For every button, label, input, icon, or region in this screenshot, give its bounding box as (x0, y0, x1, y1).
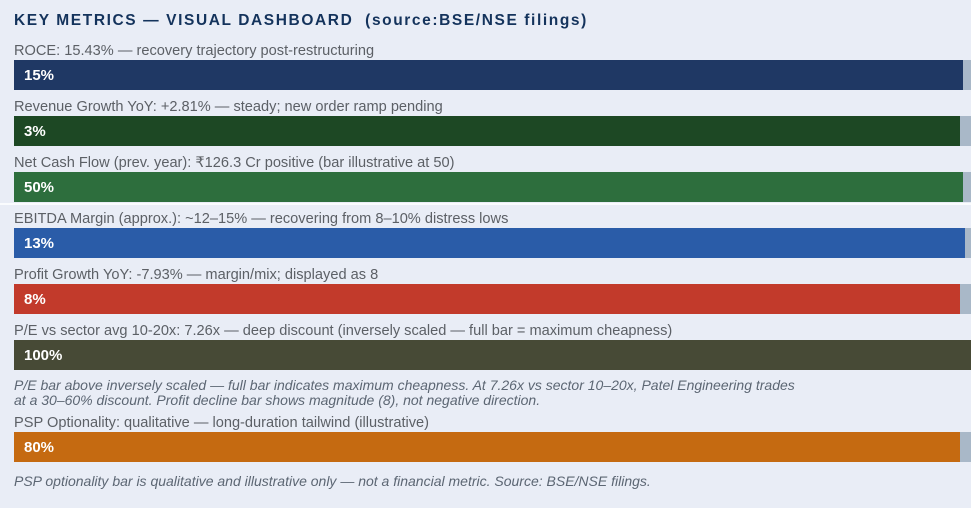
metric-label: Net Cash Flow (prev. year): ₹126.3 Cr po… (14, 155, 455, 171)
metric-bar: 15% (14, 60, 964, 90)
metric-row: ROCE: 15.43% — recovery trajectory post-… (14, 42, 971, 90)
metric-label: P/E vs sector avg 10-20x: 7.26x — deep d… (14, 323, 673, 339)
metric-bar: 50% (14, 172, 964, 202)
footnote: PSP optionality bar is qualitative and i… (14, 473, 651, 489)
metric-label: PSP Optionality: qualitative — long-dura… (14, 415, 430, 431)
metric-row: Profit Growth YoY: -7.93% — margin/mix; … (14, 266, 971, 314)
metric-bar: 8% (14, 284, 961, 314)
metric-bar-track: 8% (14, 284, 971, 314)
metric-bar-track: 50% (14, 172, 971, 202)
section-separator (0, 203, 971, 205)
metric-bar: 3% (14, 116, 961, 146)
pe-note-line-1: P/E bar above inversely scaled — full ba… (14, 377, 795, 393)
metric-bar-value: 50% (24, 178, 55, 196)
metric-bar-track: 13% (14, 228, 971, 258)
metric-bar-track: 100% (14, 340, 971, 370)
metric-label: Revenue Growth YoY: +2.81% — steady; new… (14, 99, 443, 115)
metric-bar-value: 13% (24, 234, 55, 252)
metric-bar-track: 80% (14, 432, 971, 462)
metric-row: PSP Optionality: qualitative — long-dura… (14, 414, 971, 462)
metric-bar-value: 100% (24, 346, 63, 364)
metric-row: P/E vs sector avg 10-20x: 7.26x — deep d… (14, 322, 971, 370)
metric-bar: 100% (14, 340, 971, 370)
page-title: KEY METRICS — VISUAL DASHBOARD (source:B… (14, 12, 588, 29)
metric-row: EBITDA Margin (approx.): ~12–15% — recov… (14, 210, 971, 258)
metric-label: Profit Growth YoY: -7.93% — margin/mix; … (14, 267, 379, 283)
metric-bar-value: 80% (24, 438, 55, 456)
metric-row: Revenue Growth YoY: +2.81% — steady; new… (14, 98, 971, 146)
metric-bar-track: 3% (14, 116, 971, 146)
metric-bar: 13% (14, 228, 966, 258)
pe-note-line-2: at a 30–60% discount. Profit decline bar… (14, 391, 541, 408)
metric-bar: 80% (14, 432, 960, 462)
metric-bar-value: 3% (24, 122, 46, 140)
metric-label: EBITDA Margin (approx.): ~12–15% — recov… (14, 211, 509, 227)
metric-bar-track: 15% (14, 60, 971, 90)
metric-bar-value: 8% (24, 290, 46, 308)
metric-row: Net Cash Flow (prev. year): ₹126.3 Cr po… (14, 154, 971, 202)
pe-note: P/E bar above inversely scaled — full ba… (14, 378, 971, 407)
metric-label: ROCE: 15.43% — recovery trajectory post-… (14, 43, 375, 59)
metric-bar-value: 15% (24, 66, 55, 84)
